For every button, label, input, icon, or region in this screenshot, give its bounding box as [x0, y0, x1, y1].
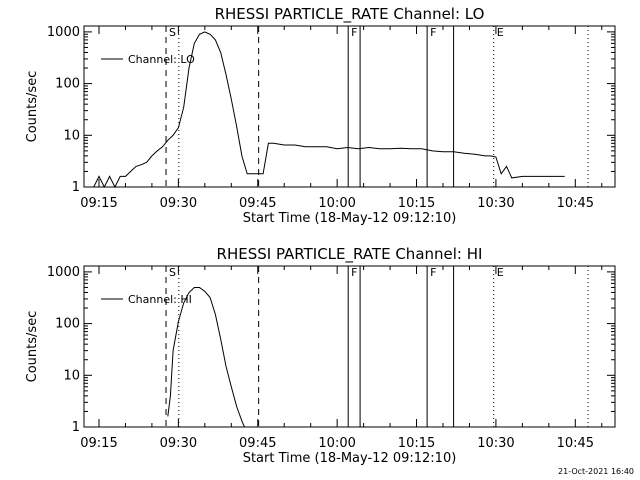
chart-panel-2: RHESSI PARTICLE_RATE Channel: HI 1 10 100 10…	[25, 245, 616, 466]
y-tick-label: 1	[72, 180, 80, 195]
y-tick-label: 10	[63, 128, 80, 143]
x-tick-label: 09:30	[160, 436, 197, 451]
y-axis-label: Counts/sec	[25, 71, 40, 143]
y-tick-label: 100	[55, 77, 80, 92]
x-tick-label: 10:30	[477, 436, 514, 451]
event-marker-label: E	[497, 26, 504, 39]
y-tick-label: 100	[55, 317, 80, 332]
event-marker-label: S	[169, 26, 176, 39]
series-line	[93, 31, 565, 189]
x-tick-label: 10:45	[557, 436, 594, 451]
event-marker-label: F	[430, 26, 436, 39]
x-tick-label: 10:00	[318, 196, 355, 211]
x-axis-label: Start Time (18-May-12 09:12:10)	[243, 211, 457, 226]
plot-frame	[83, 265, 616, 428]
x-tick-label: 09:15	[80, 196, 117, 211]
y-axis-label: Counts/sec	[25, 311, 40, 383]
legend-entry: Channel: LO	[128, 53, 195, 66]
event-marker-label: S	[169, 266, 176, 279]
event-marker-label: F	[351, 266, 357, 279]
event-marker-label: F	[351, 26, 357, 39]
chart-title: RHESSI PARTICLE_RATE Channel: HI	[217, 245, 483, 264]
x-tick-label: 10:00	[318, 436, 355, 451]
x-tick-label: 09:45	[239, 196, 276, 211]
chart-panel-1: RHESSI PARTICLE_RATE Channel: LO 1 10 100 10…	[25, 5, 616, 226]
x-tick-label: 10:15	[398, 436, 435, 451]
event-marker-label: E	[497, 266, 504, 279]
series-line	[167, 287, 245, 428]
x-tick-label: 10:15	[398, 196, 435, 211]
x-tick-label: 10:45	[557, 196, 594, 211]
y-tick-label: 10	[63, 368, 80, 383]
chart-title: RHESSI PARTICLE_RATE Channel: LO	[215, 5, 485, 24]
x-tick-label: 09:15	[80, 436, 117, 451]
x-tick-label: 09:45	[239, 436, 276, 451]
plot-frame	[83, 25, 616, 188]
event-marker-label: F	[430, 266, 436, 279]
x-tick-label: 09:30	[160, 196, 197, 211]
y-tick-label: 1000	[47, 25, 80, 40]
y-tick-label: 1000	[47, 265, 80, 280]
legend-entry: Channel: HI	[128, 293, 192, 306]
y-tick-label: 1	[72, 420, 80, 435]
x-axis-label: Start Time (18-May-12 09:12:10)	[243, 451, 457, 466]
footer-timestamp: 21-Oct-2021 16:40	[558, 467, 634, 476]
x-tick-label: 10:30	[477, 196, 514, 211]
